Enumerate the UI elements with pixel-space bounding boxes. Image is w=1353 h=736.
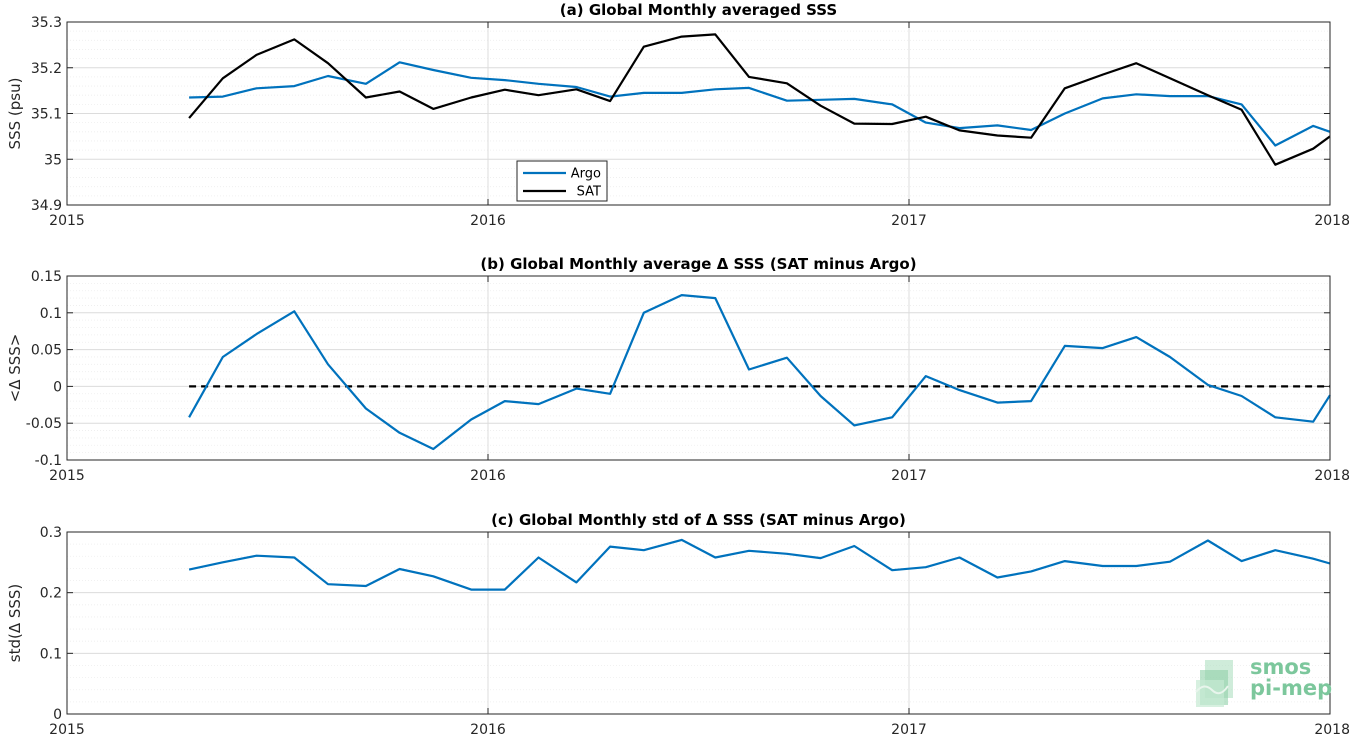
x-tick-label: 2015 — [49, 468, 85, 484]
legend: Argo SAT — [516, 160, 608, 202]
y-tick-label: 35.2 — [31, 61, 62, 77]
y-tick-label: 0.1 — [40, 306, 62, 322]
chart-title: (a) Global Monthly averaged SSS — [560, 1, 837, 19]
y-tick-label: 35.3 — [31, 15, 62, 31]
y-tick-label: 0.3 — [40, 525, 62, 541]
y-tick-label: 0.05 — [31, 343, 62, 359]
chart-title: (c) Global Monthly std of Δ SSS (SAT min… — [491, 511, 906, 529]
series-line-argo — [189, 61, 1331, 147]
x-tick-label: 2017 — [891, 213, 927, 229]
y-tick-label: 35 — [44, 152, 62, 168]
series-line-0 — [188, 294, 1331, 451]
axes-frame — [66, 275, 1331, 461]
logo-text-smos: smos — [1250, 655, 1311, 679]
panel-a-sss-timeseries: 34.9 35 35.1 35.2 35.3 2015 2016 2017 2018 (a) Gl… — [6, 1, 1350, 229]
x-tick-label: 2016 — [470, 213, 506, 229]
y-tick-label: 0 — [53, 707, 62, 723]
axes-frame — [66, 531, 1331, 715]
x-tick-label: 2015 — [49, 722, 85, 736]
panel-b-delta-sss: -0.1 -0.05 0 0.05 0.1 0.15 2015 2016 2017 2018 (b)… — [6, 255, 1350, 484]
y-axis-label: <Δ SSS> — [6, 334, 24, 403]
series-line-sat — [188, 33, 1331, 166]
y-axis-label: std(Δ SSS) — [6, 584, 24, 663]
panel-c-std-delta-sss: 0 0.1 0.2 0.3 2015 2016 2017 2018 (c) Global Mon… — [6, 511, 1350, 736]
x-tick-label: 2016 — [470, 722, 506, 736]
y-tick-label: 34.9 — [31, 198, 62, 214]
y-tick-label: 0.1 — [40, 646, 62, 662]
x-tick-label: 2016 — [470, 468, 506, 484]
y-tick-label: 35.1 — [31, 107, 62, 123]
logo-waves-icon — [1195, 660, 1233, 707]
x-tick-label: 2015 — [49, 213, 85, 229]
legend-label-sat: SAT — [577, 185, 601, 200]
series-line-0 — [188, 538, 1331, 591]
y-tick-label: 0 — [53, 379, 62, 395]
y-tick-label: -0.1 — [35, 453, 62, 469]
x-tick-label: 2018 — [1314, 213, 1350, 229]
y-axis-label: SSS (psu) — [6, 78, 24, 150]
x-tick-label: 2018 — [1314, 722, 1350, 736]
x-tick-label: 2018 — [1314, 468, 1350, 484]
logo-text-pi-mep: pi-mep — [1250, 676, 1332, 700]
legend-label-argo: Argo — [571, 167, 601, 182]
x-tick-label: 2017 — [891, 722, 927, 736]
y-tick-label: -0.05 — [26, 416, 62, 432]
y-tick-label: 0.15 — [31, 269, 62, 285]
smos-pi-mep-logo: smos pi-mep — [1195, 655, 1332, 707]
plot-area — [67, 276, 1330, 460]
x-tick-label: 2017 — [891, 468, 927, 484]
chart-title: (b) Global Monthly average Δ SSS (SAT mi… — [480, 255, 916, 273]
y-tick-label: 0.2 — [40, 586, 62, 602]
legend-box — [516, 160, 608, 202]
plot-area — [67, 532, 1330, 714]
